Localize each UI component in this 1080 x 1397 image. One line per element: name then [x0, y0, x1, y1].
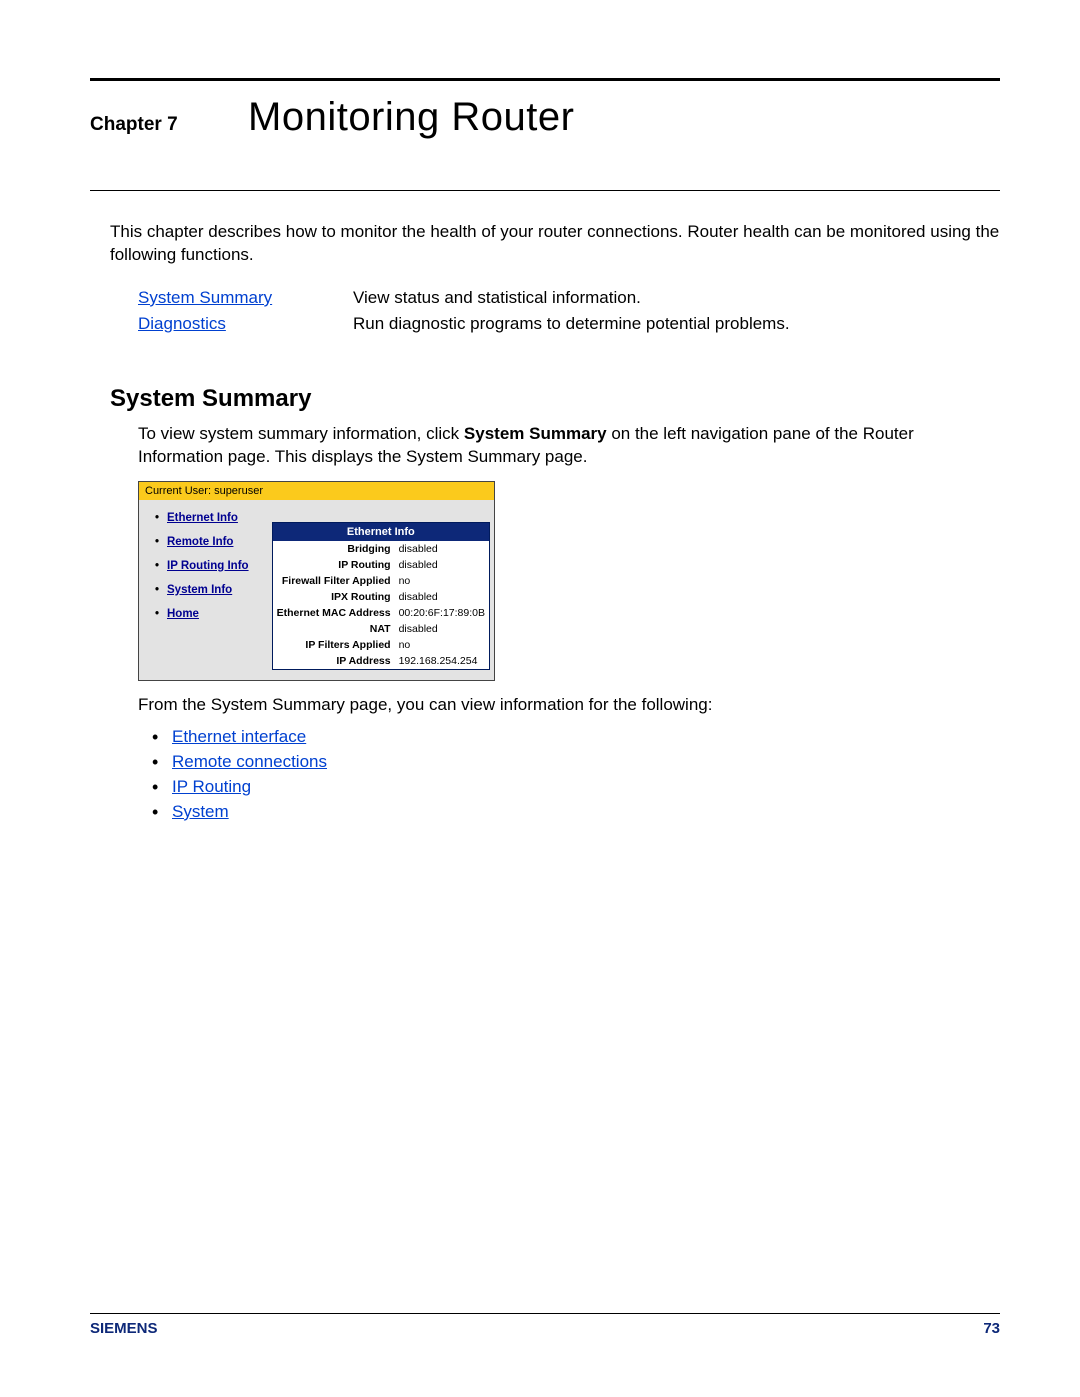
embedded-screenshot: Current User: superuser Ethernet Info Re… — [138, 481, 495, 681]
sidebar-item-home[interactable]: Home — [155, 608, 266, 620]
screenshot-main: Ethernet Info Bridgingdisabled IP Routin… — [272, 500, 494, 680]
list-item: Ethernet interface — [150, 727, 1000, 747]
system-summary-link[interactable]: System Summary — [138, 288, 272, 307]
table-row: NATdisabled — [272, 621, 489, 637]
table-row: IP Filters Appliedno — [272, 637, 489, 653]
screenshot-sidebar: Ethernet Info Remote Info IP Routing Inf… — [139, 500, 272, 680]
page-content: Chapter 7 Monitoring Router This chapter… — [0, 0, 1080, 822]
table-row: Bridgingdisabled — [272, 541, 489, 557]
table-row: IP Address192.168.254.254 — [272, 653, 489, 670]
table-row: Diagnostics Run diagnostic programs to d… — [138, 311, 790, 337]
intro-paragraph: This chapter describes how to monitor th… — [110, 221, 1000, 267]
table-row: IPX Routingdisabled — [272, 589, 489, 605]
table-row: IP Routingdisabled — [272, 557, 489, 573]
info-table-header: Ethernet Info — [272, 522, 489, 541]
sidebar-item-ethernet-info[interactable]: Ethernet Info — [155, 512, 266, 524]
footer-page-number: 73 — [983, 1320, 1000, 1337]
sidebar-item-remote-info[interactable]: Remote Info — [155, 536, 266, 548]
section-heading: System Summary — [110, 385, 1000, 413]
diagnostics-link[interactable]: Diagnostics — [138, 314, 226, 333]
sidebar-item-system-info[interactable]: System Info — [155, 584, 266, 596]
screenshot-body: Ethernet Info Remote Info IP Routing Inf… — [139, 500, 494, 680]
functions-table: System Summary View status and statistic… — [138, 285, 790, 337]
section-body-pre: To view system summary information, clic… — [138, 424, 464, 443]
footer-brand: SIEMENS — [90, 1320, 158, 1337]
sidebar-item-ip-routing-info[interactable]: IP Routing Info — [155, 560, 266, 572]
ethernet-interface-link[interactable]: Ethernet interface — [172, 727, 306, 746]
page-footer: SIEMENS 73 — [90, 1313, 1000, 1337]
remote-connections-link[interactable]: Remote connections — [172, 752, 327, 771]
table-row: Firewall Filter Appliedno — [272, 573, 489, 589]
chapter-header: Chapter 7 Monitoring Router — [90, 81, 1000, 190]
ethernet-info-table: Ethernet Info Bridgingdisabled IP Routin… — [272, 522, 490, 670]
section-body-bold: System Summary — [464, 424, 607, 443]
list-item: System — [150, 802, 1000, 822]
current-user-bar: Current User: superuser — [139, 482, 494, 500]
list-item: IP Routing — [150, 777, 1000, 797]
ip-routing-link[interactable]: IP Routing — [172, 777, 251, 796]
system-link[interactable]: System — [172, 802, 229, 821]
table-row: Ethernet MAC Address00:20:6F:17:89:0B — [272, 605, 489, 621]
chapter-label: Chapter 7 — [90, 104, 248, 136]
function-desc: Run diagnostic programs to determine pot… — [353, 311, 790, 337]
section-body: To view system summary information, clic… — [138, 423, 1000, 469]
info-links-list: Ethernet interface Remote connections IP… — [150, 727, 1000, 822]
list-item: Remote connections — [150, 752, 1000, 772]
table-row: System Summary View status and statistic… — [138, 285, 790, 311]
function-desc: View status and statistical information. — [353, 285, 790, 311]
chapter-title: Monitoring Router — [248, 95, 574, 140]
post-screenshot-text: From the System Summary page, you can vi… — [138, 695, 1000, 715]
title-divider — [90, 190, 1000, 191]
